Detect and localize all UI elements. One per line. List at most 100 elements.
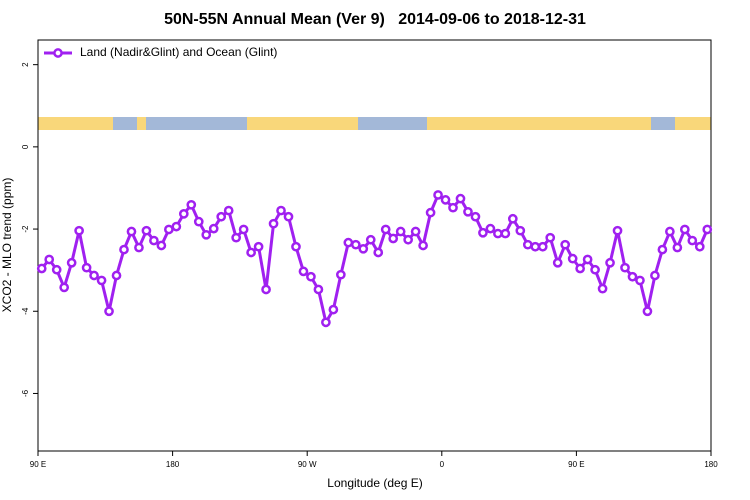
data-point bbox=[365, 234, 376, 245]
data-point bbox=[515, 225, 526, 236]
data-point bbox=[291, 241, 301, 252]
data-point bbox=[44, 254, 55, 265]
data-point bbox=[694, 241, 705, 252]
chart-title: 50N-55N Annual Mean (Ver 9) 2014-09-06 t… bbox=[164, 11, 586, 28]
data-point bbox=[306, 271, 316, 282]
data-point bbox=[373, 247, 384, 258]
data-point bbox=[36, 263, 47, 274]
data-point bbox=[500, 228, 511, 239]
data-point bbox=[537, 241, 548, 252]
data-point bbox=[493, 228, 503, 239]
data-point bbox=[156, 240, 167, 251]
data-point bbox=[96, 275, 107, 286]
y-tick-label: 2 bbox=[21, 62, 30, 67]
x-tick-label: 180 bbox=[704, 460, 718, 469]
data-point bbox=[410, 226, 421, 237]
data-point bbox=[605, 257, 615, 268]
x-tick-label: 0 bbox=[440, 460, 445, 469]
land-ocean-strip bbox=[38, 117, 711, 130]
data-point bbox=[193, 216, 204, 227]
data-point bbox=[268, 218, 279, 229]
y-axis-label: XCO2 - MLO trend (ppm) bbox=[0, 178, 14, 313]
data-point bbox=[635, 275, 645, 286]
data-point bbox=[470, 211, 481, 222]
data-point bbox=[350, 239, 361, 250]
data-point bbox=[665, 226, 675, 237]
data-point bbox=[216, 211, 227, 222]
data-point bbox=[238, 224, 249, 235]
data-point bbox=[276, 205, 286, 216]
data-point bbox=[590, 264, 600, 275]
data-point bbox=[201, 229, 212, 240]
x-axis-label: Longitude (deg E) bbox=[327, 476, 422, 490]
data-point bbox=[627, 271, 638, 282]
data-point bbox=[134, 242, 144, 253]
data-point bbox=[403, 234, 413, 245]
y-tick-label: -4 bbox=[21, 307, 30, 315]
data-point bbox=[51, 264, 62, 275]
legend-label: Land (Nadir&Glint) and Ocean (Glint) bbox=[80, 45, 277, 59]
data-point bbox=[448, 202, 458, 213]
data-point bbox=[119, 244, 129, 255]
data-point bbox=[642, 306, 653, 317]
series-line bbox=[40, 193, 709, 324]
data-point bbox=[545, 232, 556, 243]
data-point bbox=[522, 239, 533, 250]
data-point bbox=[702, 224, 713, 235]
data-point bbox=[298, 266, 309, 277]
data-point bbox=[560, 239, 571, 250]
data-point bbox=[485, 223, 496, 234]
data-point bbox=[313, 284, 324, 295]
y-tick-label: -2 bbox=[21, 225, 30, 233]
data-point bbox=[425, 207, 436, 218]
data-point bbox=[455, 193, 466, 204]
data-point bbox=[380, 224, 391, 235]
x-tick-label: 180 bbox=[166, 460, 180, 469]
data-point bbox=[552, 257, 563, 268]
data-point bbox=[261, 284, 271, 295]
data-point bbox=[343, 237, 354, 248]
data-point bbox=[283, 211, 294, 222]
data-point bbox=[672, 242, 683, 253]
data-point bbox=[463, 206, 473, 217]
data-point bbox=[328, 304, 339, 315]
data-point bbox=[321, 317, 331, 328]
data-point bbox=[395, 226, 406, 237]
x-tick-label: 90 E bbox=[568, 460, 584, 469]
data-point bbox=[478, 227, 488, 238]
data-point bbox=[89, 270, 99, 281]
y-tick-label: -6 bbox=[21, 389, 30, 397]
data-point bbox=[358, 243, 369, 254]
data-point bbox=[246, 247, 256, 258]
data-point bbox=[388, 233, 399, 244]
x-tick-label: 90 E bbox=[30, 460, 46, 469]
data-point bbox=[679, 224, 690, 235]
data-point bbox=[81, 262, 92, 273]
data-point bbox=[253, 241, 264, 252]
data-point bbox=[178, 209, 189, 219]
data-point bbox=[507, 213, 518, 224]
legend-marker bbox=[53, 48, 63, 58]
data-point bbox=[687, 235, 698, 246]
data-point bbox=[620, 262, 630, 273]
data-point bbox=[126, 226, 137, 237]
data-point bbox=[650, 270, 660, 281]
plot-frame bbox=[37, 39, 712, 452]
data-point bbox=[612, 225, 623, 236]
data-point bbox=[440, 195, 451, 205]
data-point bbox=[336, 269, 346, 280]
data-point bbox=[657, 244, 668, 255]
data-point bbox=[223, 205, 234, 216]
data-point bbox=[582, 254, 593, 265]
data-point bbox=[141, 225, 152, 236]
data-point bbox=[149, 235, 159, 246]
y-tick-label: 0 bbox=[21, 144, 30, 149]
data-point bbox=[186, 199, 197, 210]
data-point bbox=[418, 240, 428, 251]
data-point bbox=[567, 253, 578, 264]
data-point bbox=[208, 223, 219, 234]
data-point bbox=[231, 232, 242, 243]
data-point bbox=[59, 282, 70, 293]
x-tick-label: 90 W bbox=[298, 460, 317, 469]
